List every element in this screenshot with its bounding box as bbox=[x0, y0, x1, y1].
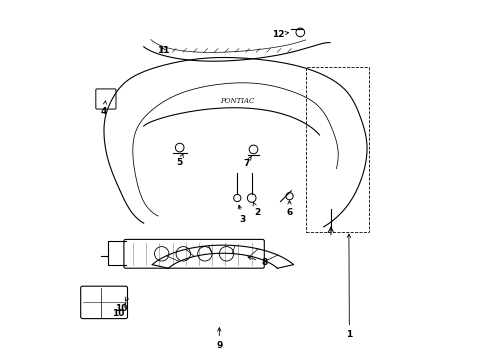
FancyBboxPatch shape bbox=[96, 89, 116, 109]
Text: 12: 12 bbox=[272, 30, 288, 39]
Text: 2: 2 bbox=[252, 202, 260, 217]
Text: 10: 10 bbox=[115, 297, 128, 314]
Ellipse shape bbox=[197, 247, 212, 261]
Text: 8: 8 bbox=[247, 256, 267, 267]
Ellipse shape bbox=[154, 247, 168, 261]
Text: 4: 4 bbox=[101, 101, 107, 116]
Text: 11: 11 bbox=[157, 46, 169, 55]
Ellipse shape bbox=[219, 247, 233, 261]
Text: PONTIAC: PONTIAC bbox=[220, 97, 254, 105]
FancyBboxPatch shape bbox=[123, 239, 264, 268]
Ellipse shape bbox=[176, 247, 190, 261]
Text: 3: 3 bbox=[238, 205, 245, 224]
Text: 1: 1 bbox=[346, 234, 352, 339]
Text: 5: 5 bbox=[176, 154, 183, 166]
Text: 10: 10 bbox=[112, 303, 125, 318]
Text: 9: 9 bbox=[216, 328, 222, 350]
FancyBboxPatch shape bbox=[81, 286, 127, 319]
Text: 6: 6 bbox=[286, 201, 292, 217]
Text: 7: 7 bbox=[243, 156, 251, 168]
